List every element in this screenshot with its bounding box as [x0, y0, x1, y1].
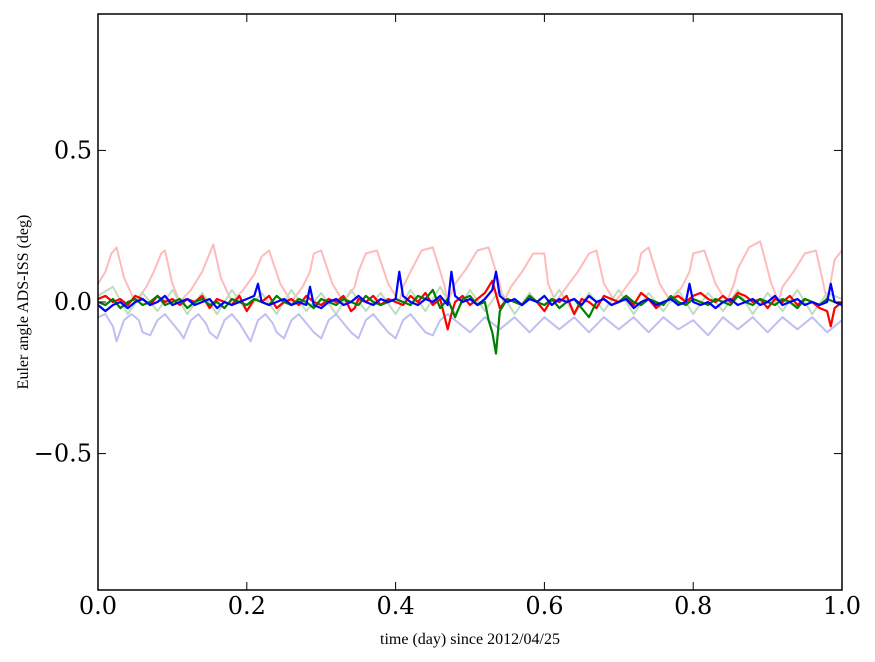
y-tick-label: −0.5 [34, 440, 92, 468]
series-line-3 [97, 313, 843, 343]
y-tick-label: 0.5 [54, 136, 92, 164]
tick-layer: 0.0 0.2 0.4 0.6 0.8 1.0 −0.5 0.0 0.5 [34, 14, 861, 620]
series-line-6 [97, 270, 843, 313]
x-tick-label: 1.0 [823, 592, 861, 620]
y-tick-label: 0.0 [54, 288, 92, 316]
x-tick-label: 0.0 [79, 592, 117, 620]
x-tick-label: 0.2 [228, 592, 266, 620]
x-axis-label: time (day) since 2012/04/25 [380, 631, 560, 648]
series-line-1 [97, 240, 843, 303]
x-tick-label: 0.8 [674, 592, 712, 620]
series-layer [97, 240, 843, 355]
y-axis-label: Euler angle ADS-ISS (deg) [15, 215, 32, 390]
x-tick-label: 0.4 [377, 592, 415, 620]
x-tick-label: 0.6 [525, 592, 563, 620]
